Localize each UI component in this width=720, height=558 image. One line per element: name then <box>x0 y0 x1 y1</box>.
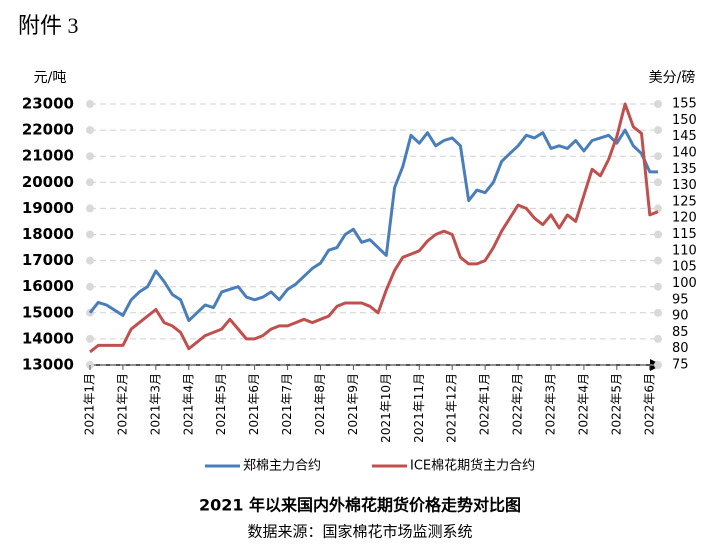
x-tick-label: 2021年10月 <box>379 373 393 443</box>
y2-tick-label: 120 <box>672 211 697 226</box>
y-tick-label: 17000 <box>22 251 74 269</box>
y-tick-label: 13000 <box>22 356 74 374</box>
y-tick-label: 18000 <box>22 225 74 243</box>
x-tick-label: 2021年3月 <box>148 373 162 435</box>
y-axis-label: 元/吨 <box>34 70 67 86</box>
y2-tick-label: 140 <box>672 145 697 160</box>
y2-tick-label: 130 <box>672 178 697 193</box>
x-tick-label: 2022年1月 <box>478 373 492 435</box>
grid-end <box>654 256 662 265</box>
y-tick-label: 21000 <box>22 147 74 165</box>
x-tick-label: 2021年11月 <box>412 373 426 443</box>
grid-end <box>654 100 662 108</box>
x-tick-label: 2021年1月 <box>83 373 97 435</box>
grid-end <box>86 334 94 343</box>
grid-end <box>86 178 94 187</box>
y2-tick-label: 110 <box>672 243 697 258</box>
y2-tick-label: 125 <box>672 194 697 209</box>
grid-end <box>86 152 94 161</box>
x-tick-label: 2021年12月 <box>445 373 459 443</box>
y2-tick-label: 155 <box>672 97 697 112</box>
grid-end <box>654 152 662 161</box>
series-line <box>89 102 659 354</box>
legend-label: 郑棉主力合约 <box>243 459 321 474</box>
y-tick-label: 14000 <box>22 329 74 347</box>
page-title: 附件 3 <box>18 13 79 38</box>
grid-end <box>654 126 662 135</box>
grid-end <box>86 256 94 265</box>
series-line <box>88 128 658 323</box>
x-tick-label: 2022年3月 <box>543 373 557 435</box>
y2-tick-label: 80 <box>672 341 689 356</box>
grid-end <box>86 230 94 239</box>
x-tick-label: 2021年8月 <box>313 373 327 435</box>
grid-end <box>86 204 94 213</box>
y2-tick-label: 90 <box>672 309 689 324</box>
x-tick-label: 2021年5月 <box>214 373 228 435</box>
y-tick-label: 16000 <box>22 277 74 295</box>
legend-label: ICE棉花期货主力合约 <box>410 458 535 474</box>
x-tick-label: 2022年2月 <box>511 373 525 435</box>
y-tick-label: 20000 <box>22 173 74 191</box>
grid-end <box>86 282 94 291</box>
y2-tick-label: 105 <box>672 260 697 275</box>
y2-tick-label: 115 <box>672 227 697 242</box>
y-tick-label: 23000 <box>22 95 74 113</box>
grid-end <box>654 178 662 187</box>
x-tick-label: 2021年6月 <box>247 373 261 435</box>
x-tick-label: 2022年4月 <box>576 373 590 435</box>
y-tick-label: 15000 <box>22 303 74 321</box>
x-tick-label: 2021年7月 <box>280 373 294 435</box>
y2-tick-label: 135 <box>672 162 697 177</box>
y2-tick-label: 145 <box>672 129 697 144</box>
y2-tick-label: 75 <box>672 358 689 373</box>
y-tick-label: 22000 <box>22 121 74 139</box>
grid-end <box>654 204 662 213</box>
chart-title: 2021 年以来国内外棉花期货价格走势对比图 <box>199 496 521 515</box>
grid-end <box>654 334 662 343</box>
y2-tick-label: 85 <box>672 325 689 340</box>
y-tick-label: 19000 <box>22 199 74 217</box>
x-tick-label: 2022年5月 <box>609 373 623 435</box>
y2-tick-label: 150 <box>672 113 697 128</box>
grid-end <box>654 230 662 239</box>
grid-end <box>86 126 94 135</box>
grid-end <box>654 308 662 317</box>
x-tick-label: 2021年2月 <box>115 373 129 435</box>
x-tick-label: 2021年4月 <box>181 373 195 435</box>
source: 数据来源：国家棉花市场监测系统 <box>247 523 472 541</box>
grid-end <box>86 100 94 108</box>
y2-tick-label: 95 <box>672 292 689 307</box>
y2-axis-label: 美分/磅 <box>649 69 696 86</box>
grid-end <box>654 361 662 369</box>
x-tick-label: 2021年9月 <box>346 373 360 435</box>
y2-tick-label: 100 <box>672 276 697 291</box>
grid-end <box>654 282 662 291</box>
x-tick-label: 2022年6月 <box>642 373 656 435</box>
